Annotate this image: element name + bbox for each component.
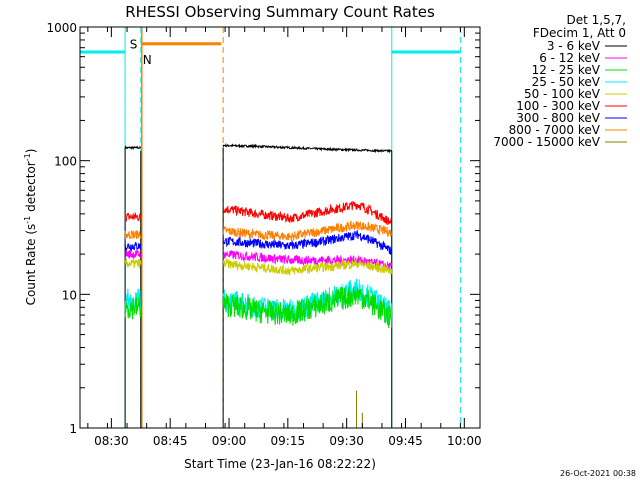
- x-tick-label: 09:45: [388, 434, 423, 448]
- legend-entry-label: 100 - 300 keV: [516, 99, 600, 113]
- y-axis-label: Count Rate (s-1 detector-1): [23, 149, 38, 306]
- flag-layer: SN: [80, 27, 461, 428]
- y-label-sup1: -1: [23, 216, 32, 224]
- legend-entry-label: 12 - 25 keV: [532, 63, 601, 77]
- legend-entry-label: 50 - 100 keV: [524, 87, 601, 101]
- legend-entry-label: 6 - 12 keV: [539, 51, 601, 65]
- x-axis-label: Start Time (23-Jan-16 08:22:22): [184, 457, 376, 471]
- x-tick-label: 08:45: [153, 434, 188, 448]
- night-flag-label: N: [143, 53, 152, 67]
- axis-layer: 08:30 08:45 09:00 09:15 09:30 09:45 10:00 1 10 10…: [46, 21, 481, 448]
- x-tick-label: 10:00: [447, 434, 482, 448]
- y-label-end: ): [24, 149, 38, 154]
- footer-date: 26-Oct-2021 00:38: [560, 469, 636, 478]
- series-line: [124, 142, 392, 154]
- y-label-mid: detector: [24, 161, 38, 216]
- y-tick-label: 10: [62, 288, 77, 302]
- series-layer: [124, 142, 393, 428]
- y-label-sup2: -1: [23, 153, 32, 161]
- x-tick-label: 09:15: [271, 434, 306, 448]
- y-tick-label: 100: [54, 155, 77, 169]
- legend-entry-label: 7000 - 15000 keV: [493, 135, 600, 149]
- x-tick-label: 08:30: [94, 434, 129, 448]
- series-line: [124, 257, 393, 276]
- series-line: [124, 230, 393, 256]
- legend-entry-label: 25 - 50 keV: [532, 75, 601, 89]
- x-tick-label: 09:00: [212, 434, 247, 448]
- legend-header-line: FDecim 1, Att 0: [533, 26, 626, 40]
- legend-entry-label: 3 - 6 keV: [547, 39, 601, 53]
- series-line: [124, 221, 393, 242]
- series-line: [124, 286, 393, 329]
- chart-title: RHESSI Observing Summary Count Rates: [125, 3, 435, 21]
- legend-header-line: Det 1,5,7,: [567, 13, 627, 27]
- y-tick-label: 1: [69, 422, 77, 436]
- saa-flag-label: S: [130, 38, 138, 52]
- y-label-main: Count Rate (s: [24, 224, 38, 306]
- y-tick-label: 1000: [46, 21, 77, 35]
- plot-frame: [79, 26, 481, 429]
- series-line: [124, 201, 393, 226]
- legend-entry-label: 300 - 800 keV: [516, 111, 600, 125]
- legend-entry-label: 800 - 7000 keV: [509, 123, 601, 137]
- x-tick-label: 09:30: [329, 434, 364, 448]
